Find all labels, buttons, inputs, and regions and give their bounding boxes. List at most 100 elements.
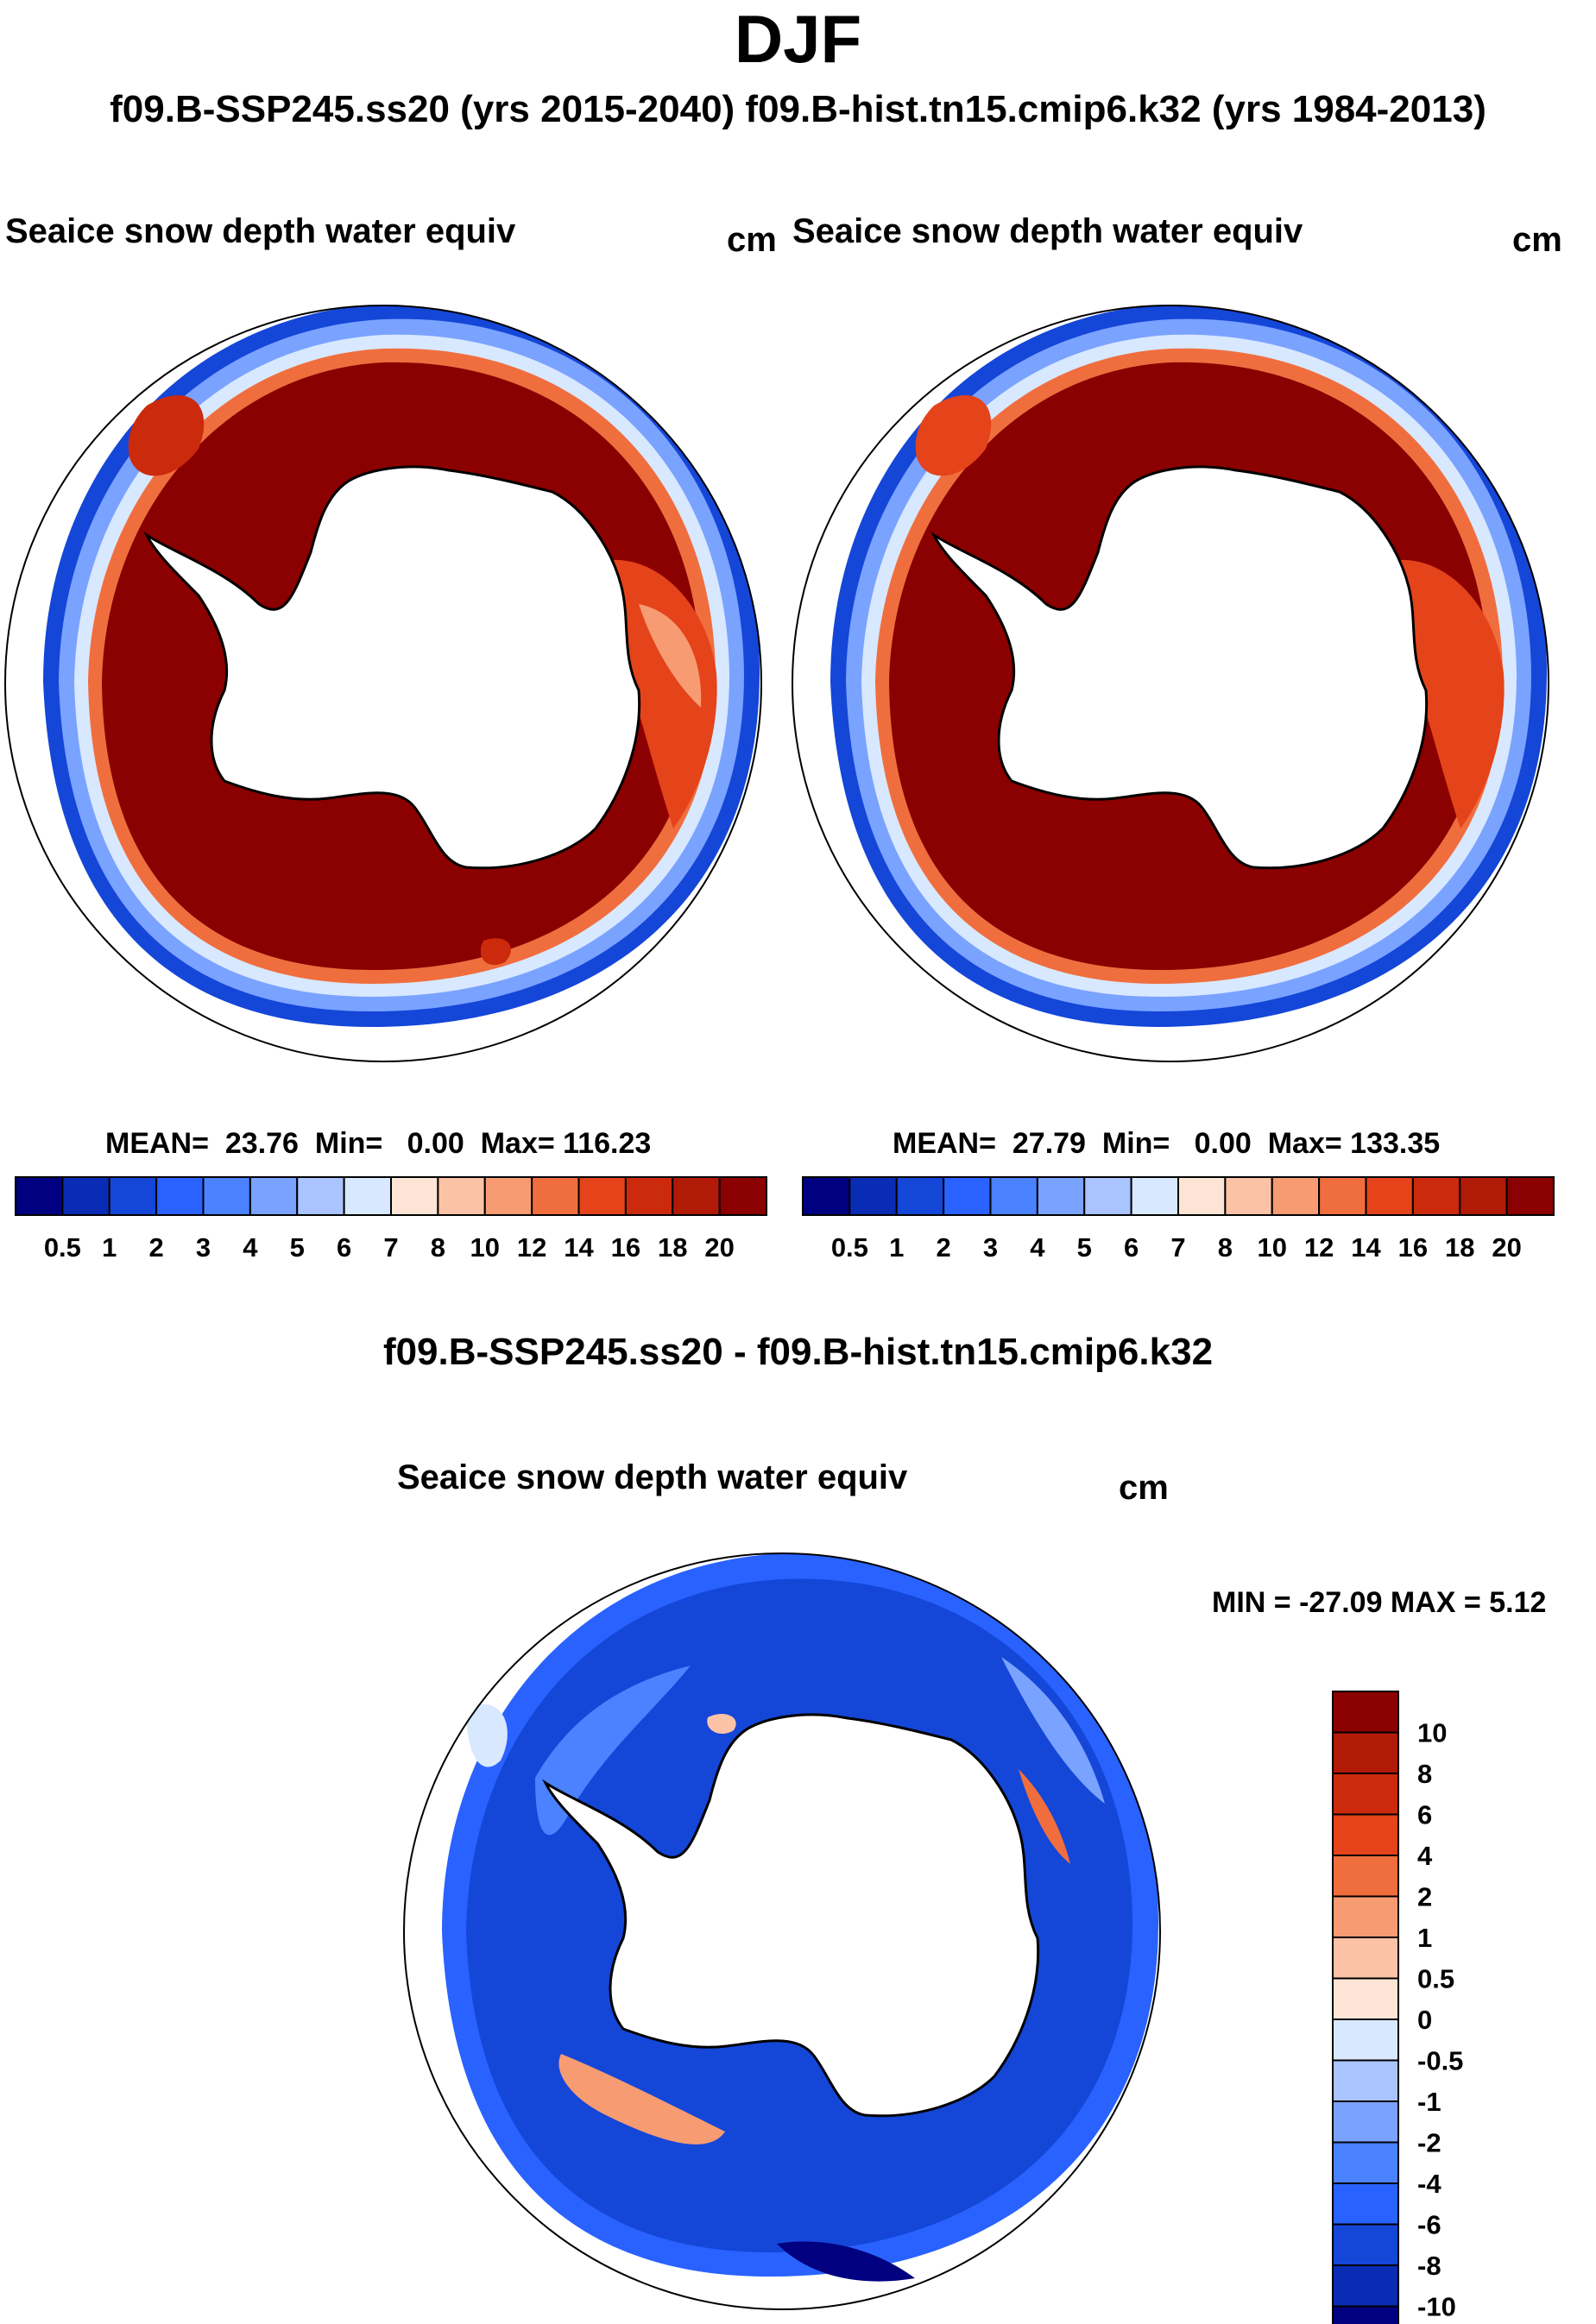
diff-colorbar-tick-label: 1: [1417, 1923, 1432, 1953]
diff-colorbar-swatch: [1332, 1855, 1399, 1898]
diff-colorbar-swatch: [1332, 2059, 1399, 2102]
left-colorbar-tick-label: 20: [704, 1232, 734, 1263]
right-colorbar-tick-label: 10: [1258, 1232, 1287, 1263]
left-colorbar-tick-label: 14: [564, 1232, 594, 1263]
figure-subtitle: f09.B-SSP245.ss20 (yrs 2015-2040) f09.B-…: [110, 88, 1486, 130]
diff-colorbar-swatch: [1332, 1691, 1399, 1734]
right-colorbar-swatch: [989, 1176, 1038, 1216]
left-colorbar-swatch: [672, 1176, 721, 1216]
left-colorbar-tick-label: 5: [290, 1232, 305, 1263]
right-colorbar-tick-label: 12: [1304, 1232, 1334, 1263]
left-max-label: Max=: [480, 1127, 555, 1160]
diff-colorbar-tick-label: 8: [1417, 1759, 1432, 1789]
right-colorbar: 0.5 1 2 3 4 5 6 7 8 10 12 14 16 18 20: [802, 1176, 1555, 1263]
left-colorbar-tick-label: 12: [517, 1232, 546, 1263]
left-colorbar-tick-label: 7: [383, 1232, 398, 1263]
diff-colorbar-tick-label: 0.5: [1417, 1964, 1454, 1994]
right-antarctica-continent: [930, 465, 1429, 870]
right-mean-label: MEAN=: [893, 1127, 996, 1160]
left-colorbar-tick-label: 2: [149, 1232, 164, 1263]
diff-colorbar-tick-label: 2: [1417, 1882, 1432, 1912]
right-colorbar-tick-label: 4: [1030, 1232, 1045, 1263]
right-colorbar-swatch: [1318, 1176, 1367, 1216]
right-colorbar-tick-label: 3: [983, 1232, 998, 1263]
diff-colorbar-swatch: [1332, 1895, 1399, 1938]
right-colorbar-swatch: [1365, 1176, 1414, 1216]
right-colorbar-tick-label: 20: [1492, 1232, 1521, 1263]
diff-colorbar: 10 8 6 4 2 1 0.5 0 -0.5 -1 -2 -4 -6 -8 -10: [1332, 1691, 1463, 2324]
right-colorbar-tick-label: 14: [1351, 1232, 1381, 1263]
left-mean-label: MEAN=: [105, 1127, 209, 1160]
diff-colorbar-tick-label: 4: [1417, 1841, 1433, 1871]
right-colorbar-tick-label: 16: [1398, 1232, 1428, 1263]
right-min-value: 0.00: [1194, 1127, 1252, 1160]
diff-colorbar-swatch: [1332, 1813, 1399, 1856]
right-colorbar-swatch: [1036, 1176, 1086, 1216]
left-colorbar-swatch: [296, 1176, 345, 1216]
diff-colorbar-tick-label: -1: [1417, 2087, 1441, 2117]
left-colorbar-swatch: [343, 1176, 392, 1216]
diff-colorbar-tick-label: -6: [1417, 2210, 1441, 2240]
left-colorbar-swatch: [718, 1176, 767, 1216]
diff-colorbar-swatch: [1332, 1773, 1399, 1816]
right-stats-line: MEAN= 27.79 Min= 0.00 Max= 133.35: [893, 1127, 1440, 1161]
left-colorbar-tick-label: 4: [243, 1232, 258, 1263]
left-antarctica-continent: [143, 465, 641, 870]
left-colorbar-tick-label: 3: [196, 1232, 211, 1263]
right-colorbar-tick-label: 0.5: [831, 1232, 868, 1263]
left-colorbar-tick-label: 18: [658, 1232, 687, 1263]
diff-colorbar-tick-label: 0: [1417, 2005, 1432, 2035]
right-colorbar-swatch: [1271, 1176, 1321, 1216]
left-colorbar-swatch: [483, 1176, 533, 1216]
left-mean-value: 23.76: [224, 1127, 299, 1160]
diff-colorbar-swatch: [1332, 1977, 1399, 2020]
right-colorbar-swatch: [802, 1176, 851, 1216]
right-colorbar-swatch: [943, 1176, 992, 1216]
diff-colorbar-swatch: [1332, 2141, 1399, 2184]
diff-colorbar-tick-label: -8: [1417, 2251, 1441, 2281]
left-colorbar-swatch: [624, 1176, 674, 1216]
diff-colorbar-swatch: [1332, 2305, 1399, 2324]
left-colorbar-swatch: [15, 1176, 64, 1216]
season-title: DJF: [734, 1, 862, 77]
right-colorbar-tick-label: 8: [1218, 1232, 1233, 1263]
right-units-label: cm: [1512, 221, 1562, 259]
diff-colorbar-tick-label: -10: [1417, 2292, 1456, 2322]
right-polar-map: [792, 305, 1549, 1062]
diff-units-label: cm: [1119, 1469, 1169, 1507]
right-min-label: Min=: [1101, 1127, 1170, 1160]
left-polar-map: [4, 305, 762, 1062]
left-stats-line: MEAN= 23.76 Min= 0.00 Max= 116.23: [105, 1127, 651, 1161]
left-colorbar-swatch: [155, 1176, 205, 1216]
diff-colorbar-tick-label: 6: [1417, 1800, 1432, 1830]
diff-minmax-text: MIN = -27.09 MAX = 5.12: [1212, 1586, 1547, 1619]
left-colorbar-swatch: [108, 1176, 158, 1216]
right-colorbar-swatch: [1083, 1176, 1132, 1216]
right-mean-value: 27.79: [1012, 1127, 1086, 1160]
left-colorbar-tick-label: 0.5: [44, 1232, 81, 1263]
right-colorbar-swatch: [848, 1176, 898, 1216]
right-colorbar-swatch: [1130, 1176, 1179, 1216]
left-colorbar-swatch: [577, 1176, 627, 1216]
left-colorbar-swatch: [437, 1176, 486, 1216]
left-colorbar-swatch: [531, 1176, 580, 1216]
left-colorbar-tick-label: 10: [470, 1232, 500, 1263]
right-colorbar-swatch: [895, 1176, 945, 1216]
right-colorbar-swatch: [1224, 1176, 1273, 1216]
right-colorbar-tick-label: 6: [1124, 1232, 1139, 1263]
left-min-label: Min=: [314, 1127, 383, 1160]
right-colorbar-tick-label: 2: [937, 1232, 951, 1263]
right-variable-title: Seaice snow depth water equiv: [792, 212, 1303, 250]
diff-colorbar-swatch: [1332, 1937, 1399, 1980]
diff-colorbar-swatch: [1332, 2019, 1399, 2062]
diff-colorbar-swatch: [1332, 2223, 1399, 2266]
right-colorbar-swatch: [1459, 1176, 1508, 1216]
diff-colorbar-tick-label: -4: [1417, 2169, 1441, 2199]
left-colorbar: 0.5 1 2 3 4 5 6 7 8 10 12 14 16 18 20: [15, 1176, 767, 1263]
left-colorbar-tick-label: 16: [611, 1232, 640, 1263]
left-units-label: cm: [727, 221, 777, 259]
left-colorbar-swatch: [61, 1176, 110, 1216]
left-colorbar-swatch: [390, 1176, 439, 1216]
left-variable-title: Seaice snow depth water equiv: [5, 212, 516, 250]
diff-colorbar-tick-label: -0.5: [1417, 2046, 1463, 2076]
